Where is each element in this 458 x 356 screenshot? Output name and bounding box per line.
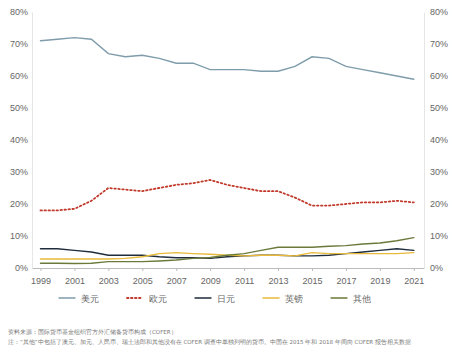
tick-label: 50%: [10, 103, 28, 113]
note: 注：“其他”中包括了澳元、加元、人民币、瑞士法郎和其他没有在 COFER 调查中…: [8, 338, 411, 346]
tick: 60%: [424, 71, 448, 81]
tick: 2001: [65, 268, 85, 286]
axis-line: [424, 13, 425, 269]
tick-label: 0%: [15, 263, 28, 273]
tick-label: 2003: [99, 276, 119, 286]
tick: 2011: [235, 268, 254, 286]
tick: 2007: [167, 268, 187, 286]
tick-label: 2019: [370, 276, 390, 286]
series-line: [40, 238, 413, 264]
tick: 2015: [302, 268, 322, 286]
y2-axis: 0% 10% 20% 30% 40% 50% 60% 70% 80%: [424, 7, 448, 273]
tick: 2019: [370, 268, 390, 286]
tick: 0%: [424, 263, 443, 273]
series-line: [40, 180, 413, 210]
tick: 1999: [31, 268, 51, 286]
series-line: [40, 249, 413, 259]
tick-mark: [414, 268, 415, 271]
legend-swatch: [195, 297, 211, 298]
tick: 70%: [10, 39, 32, 49]
tick-mark: [40, 268, 41, 271]
tick: 10%: [10, 231, 32, 241]
tick: 0%: [15, 263, 32, 273]
tick: 80%: [424, 7, 448, 17]
tick-label: 2015: [302, 276, 322, 286]
tick: 60%: [10, 71, 32, 81]
tick-label: 70%: [430, 39, 448, 49]
tick-label: 30%: [10, 167, 28, 177]
tick-mark: [278, 268, 279, 271]
tick-label: 20%: [10, 199, 28, 209]
tick-label: 40%: [10, 135, 28, 145]
tick: 40%: [10, 135, 32, 145]
tick: 70%: [424, 39, 448, 49]
axis-line: [33, 268, 425, 269]
tick: 30%: [10, 167, 32, 177]
tick-mark: [142, 268, 143, 271]
tick-mark: [380, 268, 381, 271]
legend-swatch: [59, 297, 75, 298]
tick-label: 80%: [10, 7, 28, 17]
tick-label: 2005: [133, 276, 153, 286]
tick-mark: [312, 268, 313, 271]
tick-label: 2001: [65, 276, 85, 286]
plot-area: [40, 38, 413, 264]
tick-label: 30%: [430, 167, 448, 177]
tick-label: 2011: [235, 276, 254, 286]
tick-label: 50%: [430, 103, 448, 113]
tick-label: 2017: [336, 276, 356, 286]
y-axis: 0% 10% 20% 30% 40% 50% 60% 70% 80%: [10, 7, 33, 273]
legend-label: 其他: [353, 294, 371, 304]
tick: 20%: [424, 199, 448, 209]
tick-label: 0%: [430, 263, 443, 273]
legend-label: 欧元: [149, 294, 167, 304]
legend-label: 美元: [81, 294, 99, 304]
tick-label: 60%: [430, 71, 448, 81]
tick-mark: [74, 268, 75, 271]
legend-label: 日元: [217, 294, 235, 304]
tick-label: 80%: [430, 7, 448, 17]
x-axis: 1999 2001 2003 2005 2007 2009 2011 2013 2015 2017…: [31, 268, 425, 286]
tick-label: 10%: [430, 231, 448, 241]
tick: 2013: [269, 268, 289, 286]
tick-label: 1999: [31, 276, 51, 286]
tick-label: 2009: [201, 276, 221, 286]
tick: 40%: [424, 135, 448, 145]
tick-label: 70%: [10, 39, 28, 49]
tick: 50%: [424, 103, 448, 113]
tick-label: 2013: [269, 276, 289, 286]
tick: 2005: [133, 268, 153, 286]
tick-label: 60%: [10, 71, 28, 81]
series-line: [40, 38, 413, 80]
tick: 80%: [10, 7, 32, 17]
tick-mark: [346, 268, 347, 271]
tick: 20%: [10, 199, 32, 209]
tick-label: 2021: [404, 276, 424, 286]
tick-label: 20%: [430, 199, 448, 209]
tick-mark: [176, 268, 177, 271]
tick: 2021: [404, 268, 424, 286]
tick: 2017: [336, 268, 356, 286]
tick: 2003: [99, 268, 119, 286]
legend-swatch: [127, 297, 143, 299]
tick-mark: [244, 268, 245, 271]
tick-label: 10%: [10, 231, 28, 241]
axis-line: [32, 13, 33, 269]
legend: 美元 欧元 日元 英镑 其他: [59, 294, 371, 304]
tick: 50%: [10, 103, 32, 113]
legend-label: 英镑: [285, 294, 303, 304]
legend-swatch: [263, 297, 279, 298]
tick-label: 40%: [430, 135, 448, 145]
tick-mark: [108, 268, 109, 271]
tick: 2009: [201, 268, 221, 286]
tick: 30%: [424, 167, 448, 177]
note: 资料来源：国际货币基金组织官方外汇储备货币构成（COFER）: [8, 328, 177, 336]
chart: 1999 2001 2003 2005 2007 2009 2011 2013 2015 2017…: [0, 0, 458, 356]
tick-mark: [210, 268, 211, 271]
tick: 10%: [424, 231, 448, 241]
tick-label: 2007: [167, 276, 187, 286]
legend-swatch: [331, 297, 347, 298]
